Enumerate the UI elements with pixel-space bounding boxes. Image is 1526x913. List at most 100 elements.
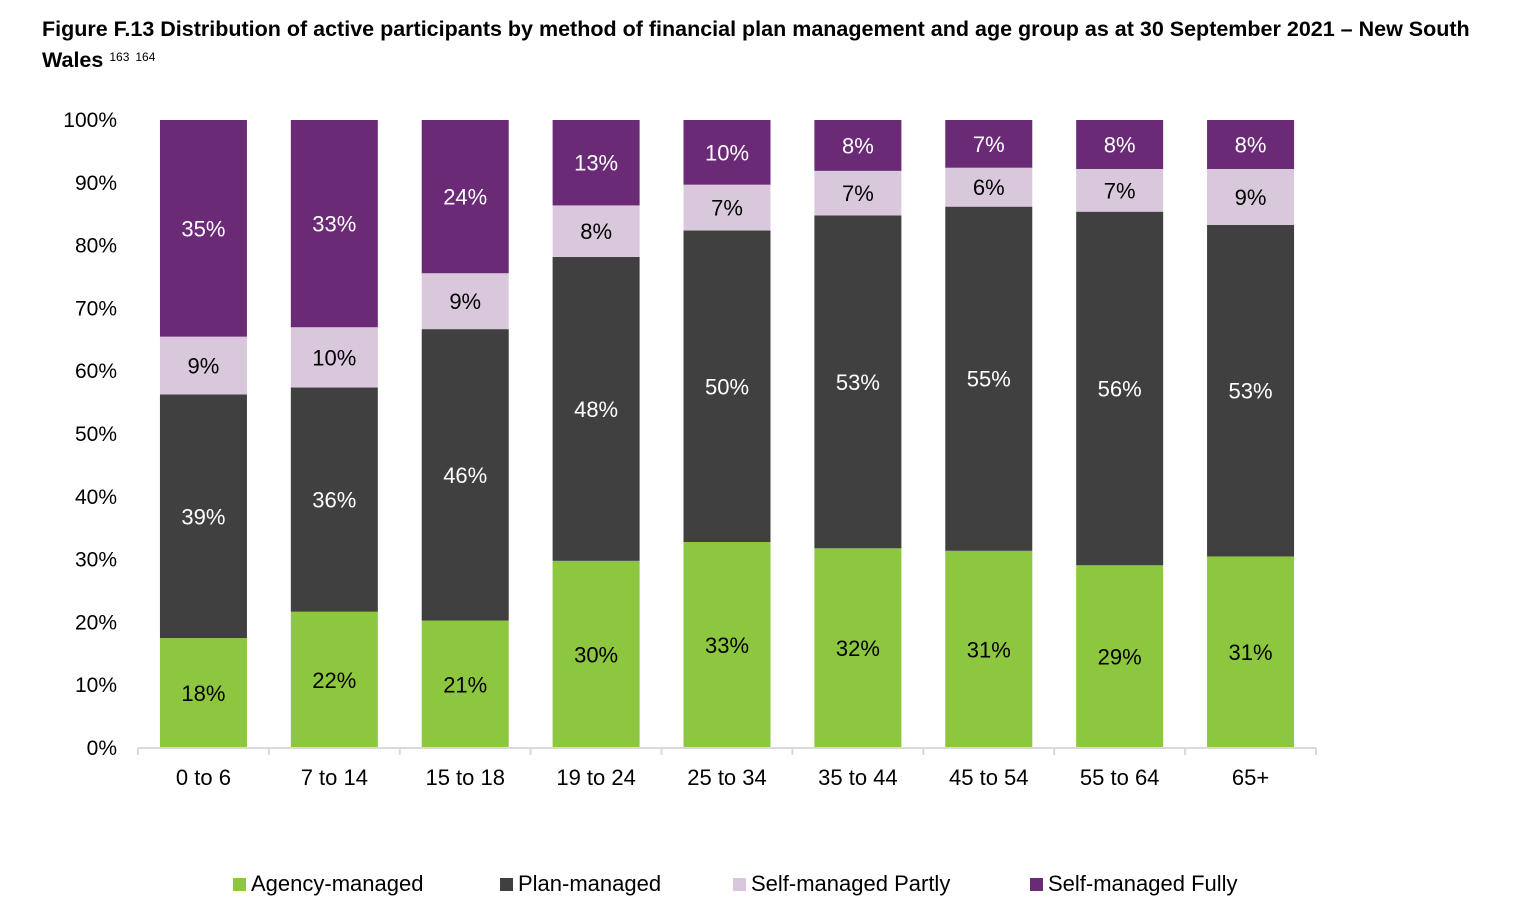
bar-segment bbox=[945, 550, 1033, 748]
data-label: 39% bbox=[181, 504, 225, 529]
bar-segment bbox=[552, 256, 640, 561]
x-category-label: 55 to 64 bbox=[1080, 765, 1160, 790]
data-label: 53% bbox=[836, 370, 880, 395]
data-label: 31% bbox=[967, 637, 1011, 662]
data-label: 7% bbox=[842, 181, 874, 206]
legend-label: Self-managed Fully bbox=[1048, 871, 1238, 896]
data-label: 35% bbox=[181, 216, 225, 241]
chart-title-text: Figure F.13 Distribution of active parti… bbox=[42, 17, 1470, 72]
bar-segment bbox=[421, 120, 509, 274]
y-tick-label: 10% bbox=[75, 674, 117, 697]
bar-segment bbox=[552, 120, 640, 206]
bar-segment bbox=[945, 167, 1033, 207]
footnote-ref-1: 163 bbox=[109, 50, 130, 64]
data-label: 33% bbox=[705, 633, 749, 658]
legend-item: Self-managed Fully bbox=[1030, 871, 1238, 897]
bar-segment bbox=[945, 206, 1033, 551]
bar-segment bbox=[290, 611, 378, 748]
bar-segment bbox=[552, 560, 640, 748]
y-tick-label: 80% bbox=[75, 235, 117, 258]
bar-segment bbox=[159, 120, 247, 337]
data-label: 21% bbox=[443, 672, 487, 697]
y-tick-label: 20% bbox=[75, 611, 117, 634]
data-label: 24% bbox=[443, 185, 487, 210]
data-label: 8% bbox=[580, 219, 612, 244]
data-label: 10% bbox=[312, 345, 356, 370]
bar-segment bbox=[814, 170, 902, 216]
data-label: 22% bbox=[312, 668, 356, 693]
data-label: 8% bbox=[1104, 132, 1136, 157]
legend-swatch bbox=[733, 877, 746, 891]
bar-segment bbox=[552, 205, 640, 257]
legend-label: Plan-managed bbox=[518, 871, 662, 896]
data-label: 30% bbox=[574, 642, 618, 667]
bar-segment bbox=[1207, 120, 1295, 169]
y-tick-label: 0% bbox=[87, 737, 117, 760]
x-category-label: 15 to 18 bbox=[425, 765, 505, 790]
y-tick-label: 50% bbox=[75, 423, 117, 446]
y-axis: 0% 10% 20% 30% 40% 50% 60% 70% 80% 90% 100% bbox=[63, 109, 117, 760]
bar-segment bbox=[1076, 211, 1164, 566]
legend-item: Plan-managed bbox=[500, 871, 661, 897]
data-label: 31% bbox=[1229, 640, 1273, 665]
data-label: 8% bbox=[842, 133, 874, 158]
x-category-label: 19 to 24 bbox=[556, 765, 636, 790]
x-axis: 0 to 6 7 to 14 15 to 18 19 to 24 25 to 34 35 … bbox=[137, 747, 1317, 790]
bar-segment bbox=[159, 394, 247, 639]
legend-swatch bbox=[1030, 877, 1043, 891]
bar-segment bbox=[1207, 168, 1295, 225]
bar-segment bbox=[159, 638, 247, 748]
x-category-label: 0 to 6 bbox=[176, 765, 231, 790]
legend-item: Self-managed Partly bbox=[733, 871, 950, 897]
data-label: 36% bbox=[312, 488, 356, 513]
data-label: 7% bbox=[1104, 178, 1136, 203]
legend-swatch bbox=[500, 877, 513, 891]
y-tick-label: 60% bbox=[75, 360, 117, 383]
legend-label: Agency-managed bbox=[251, 871, 424, 896]
legend-label: Self-managed Partly bbox=[751, 871, 951, 896]
y-tick-label: 40% bbox=[75, 486, 117, 509]
data-label: 8% bbox=[1235, 132, 1267, 157]
bar-segment bbox=[683, 184, 771, 231]
data-label: 18% bbox=[181, 681, 225, 706]
data-label: 46% bbox=[443, 463, 487, 488]
bar-segment bbox=[1076, 565, 1164, 748]
bar-segment bbox=[159, 336, 247, 395]
bar-segment bbox=[945, 120, 1033, 168]
x-category-label: 65+ bbox=[1232, 765, 1269, 790]
data-label: 7% bbox=[711, 196, 743, 221]
bar-segment bbox=[814, 215, 902, 549]
data-label: 9% bbox=[449, 289, 481, 314]
x-category-label: 35 to 44 bbox=[818, 765, 898, 790]
data-label: 33% bbox=[312, 212, 356, 237]
bar-segment bbox=[683, 230, 771, 543]
chart-title: Figure F.13 Distribution of active parti… bbox=[42, 14, 1522, 76]
data-label: 9% bbox=[188, 354, 220, 379]
y-tick-label: 70% bbox=[75, 297, 117, 320]
data-label: 56% bbox=[1098, 376, 1142, 401]
data-label: 9% bbox=[1235, 185, 1267, 210]
data-label: 53% bbox=[1229, 379, 1273, 404]
legend-swatch bbox=[233, 877, 246, 891]
y-tick-label: 30% bbox=[75, 549, 117, 572]
bar-segment bbox=[814, 548, 902, 748]
bar-segment bbox=[1076, 168, 1164, 212]
y-tick-label: 90% bbox=[75, 172, 117, 195]
bar-segment bbox=[421, 273, 509, 330]
y-tick-label: 100% bbox=[63, 109, 117, 132]
bar-segment bbox=[421, 329, 509, 621]
stacked-bar-chart: 0% 10% 20% 30% 40% 50% 60% 70% 80% 90% 100% 18% 39%… bbox=[63, 109, 1317, 790]
legend: Agency-managed Plan-managed Self-managed P… bbox=[0, 871, 1526, 901]
bar-segment bbox=[421, 620, 509, 748]
bar-segment bbox=[290, 387, 378, 612]
footnote-ref-2: 164 bbox=[135, 50, 156, 64]
data-label: 55% bbox=[967, 367, 1011, 392]
bar-area: 18% 39% 9% 35% 22% 36% 10% 33% 21% 46% 9% 24% 30% 48%… bbox=[159, 120, 1295, 748]
bar-segment bbox=[683, 542, 771, 748]
bar-segment bbox=[1076, 120, 1164, 169]
data-label: 10% bbox=[705, 140, 749, 165]
bar-segment bbox=[290, 120, 378, 328]
x-category-label: 7 to 14 bbox=[301, 765, 368, 790]
data-label: 7% bbox=[973, 132, 1005, 157]
data-label: 6% bbox=[973, 175, 1005, 200]
